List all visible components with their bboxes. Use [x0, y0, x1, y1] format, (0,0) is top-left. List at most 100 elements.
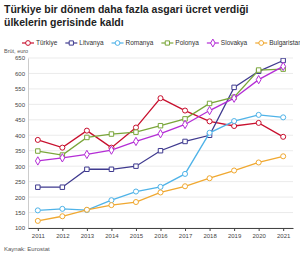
legend-item: Slovakya — [207, 39, 248, 47]
legend-marker — [165, 41, 169, 45]
grid-line — [28, 88, 293, 89]
series-marker — [232, 94, 237, 102]
y-tick-label: 350 — [15, 148, 26, 154]
y-tick: 450 — [15, 117, 28, 123]
x-tick: 2014 — [105, 228, 119, 239]
series-marker — [158, 190, 163, 195]
series-marker — [256, 75, 261, 83]
y-tick-label: 550 — [15, 86, 26, 92]
legend-marker — [115, 41, 120, 46]
series-marker — [35, 218, 40, 223]
series-marker — [84, 128, 89, 133]
x-tick: 2012 — [56, 228, 70, 239]
series-marker — [60, 154, 65, 162]
x-tick-label: 2012 — [56, 233, 70, 239]
y-tick: 100 — [15, 225, 28, 231]
series-marker — [84, 208, 89, 213]
series-line — [38, 69, 283, 155]
series-marker — [60, 145, 65, 150]
series-marker — [158, 130, 163, 138]
legend-marker — [26, 41, 31, 46]
x-tick-mark — [62, 228, 63, 231]
series-marker — [109, 132, 113, 136]
y-tick-label: 200 — [15, 195, 26, 201]
y-tick-label: 100 — [15, 225, 26, 231]
legend-label: Slovakya — [221, 39, 248, 47]
chart: Türkiye bir dönem daha fazla asgari ücre… — [0, 0, 300, 253]
x-tick-label: 2014 — [105, 233, 119, 239]
x-tick-mark — [283, 228, 284, 231]
grid-line — [28, 166, 293, 167]
y-tick: 350 — [15, 148, 28, 154]
y-axis-label: Brüt, euro — [4, 48, 28, 54]
series-line — [38, 66, 283, 161]
series-marker — [158, 148, 162, 152]
series-marker — [134, 137, 139, 145]
series-marker — [35, 157, 40, 165]
legend-marker — [211, 39, 216, 47]
grid — [28, 58, 293, 228]
series-marker — [134, 130, 138, 134]
series-marker — [109, 198, 114, 203]
legend-label: Romanya — [126, 39, 154, 47]
x-tick: 2017 — [179, 228, 193, 239]
series-marker — [207, 101, 211, 105]
series-marker — [36, 185, 40, 189]
x-tick-mark — [234, 228, 235, 231]
x-tick: 2011 — [32, 228, 46, 239]
y-tick-label: 500 — [15, 102, 26, 108]
series-marker — [183, 171, 188, 176]
x-tick: 2021 — [277, 228, 291, 239]
source: Kaynak: Eurostat — [4, 246, 50, 252]
series-marker — [183, 120, 188, 128]
series-marker — [256, 160, 261, 165]
x-tick-label: 2016 — [154, 233, 168, 239]
grid-line — [28, 197, 293, 198]
x-tick-label: 2020 — [252, 233, 266, 239]
legend-label: Bulgaristan — [269, 39, 300, 47]
x-tick: 2018 — [203, 228, 217, 239]
x-tick-mark — [38, 228, 39, 231]
series-marker — [109, 146, 114, 154]
series-marker — [281, 134, 286, 139]
y-tick: 650 — [15, 55, 28, 61]
x-tick: 2016 — [154, 228, 168, 239]
x-tick: 2020 — [252, 228, 266, 239]
y-axis-line — [28, 59, 29, 229]
series-line — [38, 98, 283, 147]
x-tick-label: 2011 — [32, 233, 46, 239]
x-tick-label: 2019 — [228, 233, 242, 239]
y-tick: 600 — [15, 71, 28, 77]
series-marker — [158, 96, 163, 101]
series-line — [38, 115, 283, 211]
legend: TürkiyeLitvanyaRomanyaPolonyaSlovakyaBul… — [22, 39, 300, 47]
series-line — [38, 60, 283, 187]
x-tick-label: 2017 — [179, 233, 193, 239]
plot-area — [35, 58, 285, 223]
y-tick: 400 — [15, 133, 28, 139]
y-tick: 550 — [15, 86, 28, 92]
x-tick-label: 2015 — [130, 233, 144, 239]
y-tick-label: 400 — [15, 133, 26, 139]
series-marker — [281, 154, 286, 159]
x-tick-mark — [210, 228, 211, 231]
series-marker — [281, 62, 286, 70]
grid-line — [28, 181, 293, 182]
series-marker — [183, 139, 187, 143]
x-tick-label: 2021 — [277, 233, 291, 239]
x-axis: 2011 2012 2013 2014 2015 2016 2017 2018 2019 2020… — [29, 228, 294, 239]
series-marker — [85, 135, 89, 139]
series-marker — [281, 115, 286, 120]
series-marker — [84, 207, 89, 212]
series-marker — [207, 119, 212, 124]
x-tick-label: 2013 — [81, 233, 95, 239]
series-marker — [207, 176, 212, 181]
x-tick-label: 2018 — [203, 233, 217, 239]
legend-label: Polonya — [175, 39, 199, 47]
x-tick-mark — [161, 228, 162, 231]
series-marker — [109, 167, 113, 171]
series-marker — [256, 120, 261, 125]
grid-line — [28, 73, 293, 74]
grid-line — [28, 212, 293, 213]
series-marker — [207, 106, 212, 114]
